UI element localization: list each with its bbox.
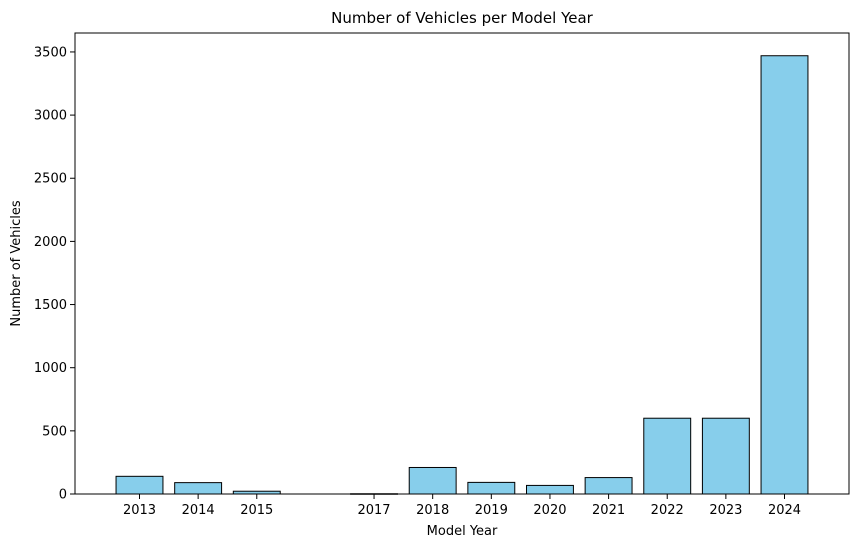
bar-2022 xyxy=(643,417,692,495)
x-tick-label-2018: 2018 xyxy=(416,503,449,518)
bar-2014 xyxy=(174,482,223,495)
plot-frame xyxy=(74,32,850,495)
y-axis: 0 500 1000 1500 2000 2500 3000 3500 xyxy=(34,45,75,503)
y-tick-label-3500: 3500 xyxy=(34,45,67,60)
x-tick-label-2019: 2019 xyxy=(475,503,508,518)
bars-group xyxy=(115,55,809,495)
bar-2019 xyxy=(467,481,516,495)
x-axis: 2013 2014 2015 2017 2018 2019 2020 2021 2022 2023… xyxy=(123,494,801,518)
y-axis-label: Number of Vehicles xyxy=(9,200,24,327)
y-tick-label-2500: 2500 xyxy=(34,172,67,187)
x-tick-label-2021: 2021 xyxy=(592,503,625,518)
y-tick-label-1500: 1500 xyxy=(34,298,67,313)
x-tick-label-2023: 2023 xyxy=(709,503,742,518)
bar-2013 xyxy=(115,475,164,495)
bar-2020 xyxy=(526,484,574,495)
y-tick-label-3000: 3000 xyxy=(34,109,67,124)
x-tick-label-2020: 2020 xyxy=(533,503,566,518)
y-tick-label-0: 0 xyxy=(59,488,67,503)
bar-2018 xyxy=(408,466,457,495)
bar-2024 xyxy=(760,55,809,495)
x-tick-label-2015: 2015 xyxy=(240,503,273,518)
x-tick-label-2017: 2017 xyxy=(357,503,390,518)
x-tick-label-2024: 2024 xyxy=(768,503,801,518)
bar-2023 xyxy=(701,417,750,495)
x-tick-label-2022: 2022 xyxy=(651,503,684,518)
bar-2021 xyxy=(584,477,633,495)
x-tick-label-2013: 2013 xyxy=(123,503,156,518)
y-tick-label-1000: 1000 xyxy=(34,361,67,376)
x-axis-label: Model Year xyxy=(427,524,498,539)
y-tick-label-2000: 2000 xyxy=(34,235,67,250)
x-tick-label-2014: 2014 xyxy=(182,503,215,518)
chart-title: Number of Vehicles per Model Year xyxy=(331,9,594,27)
y-tick-label-500: 500 xyxy=(42,424,67,439)
